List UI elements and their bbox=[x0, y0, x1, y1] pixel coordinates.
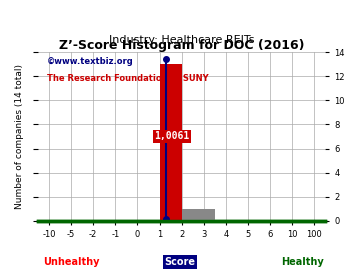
Text: Unhealthy: Unhealthy bbox=[43, 257, 100, 267]
Text: ©www.textbiz.org: ©www.textbiz.org bbox=[46, 57, 133, 66]
Title: Z’-Score Histogram for DOC (2016): Z’-Score Histogram for DOC (2016) bbox=[59, 39, 305, 52]
Text: The Research Foundation of SUNY: The Research Foundation of SUNY bbox=[46, 74, 208, 83]
Text: 1,0061: 1,0061 bbox=[154, 131, 189, 141]
Bar bbox=[159, 64, 182, 221]
Text: Score: Score bbox=[165, 257, 195, 267]
Y-axis label: Number of companies (14 total): Number of companies (14 total) bbox=[15, 64, 24, 209]
Text: Industry: Healthcare REITs: Industry: Healthcare REITs bbox=[109, 35, 255, 45]
Text: Healthy: Healthy bbox=[281, 257, 324, 267]
Bar bbox=[182, 209, 215, 221]
